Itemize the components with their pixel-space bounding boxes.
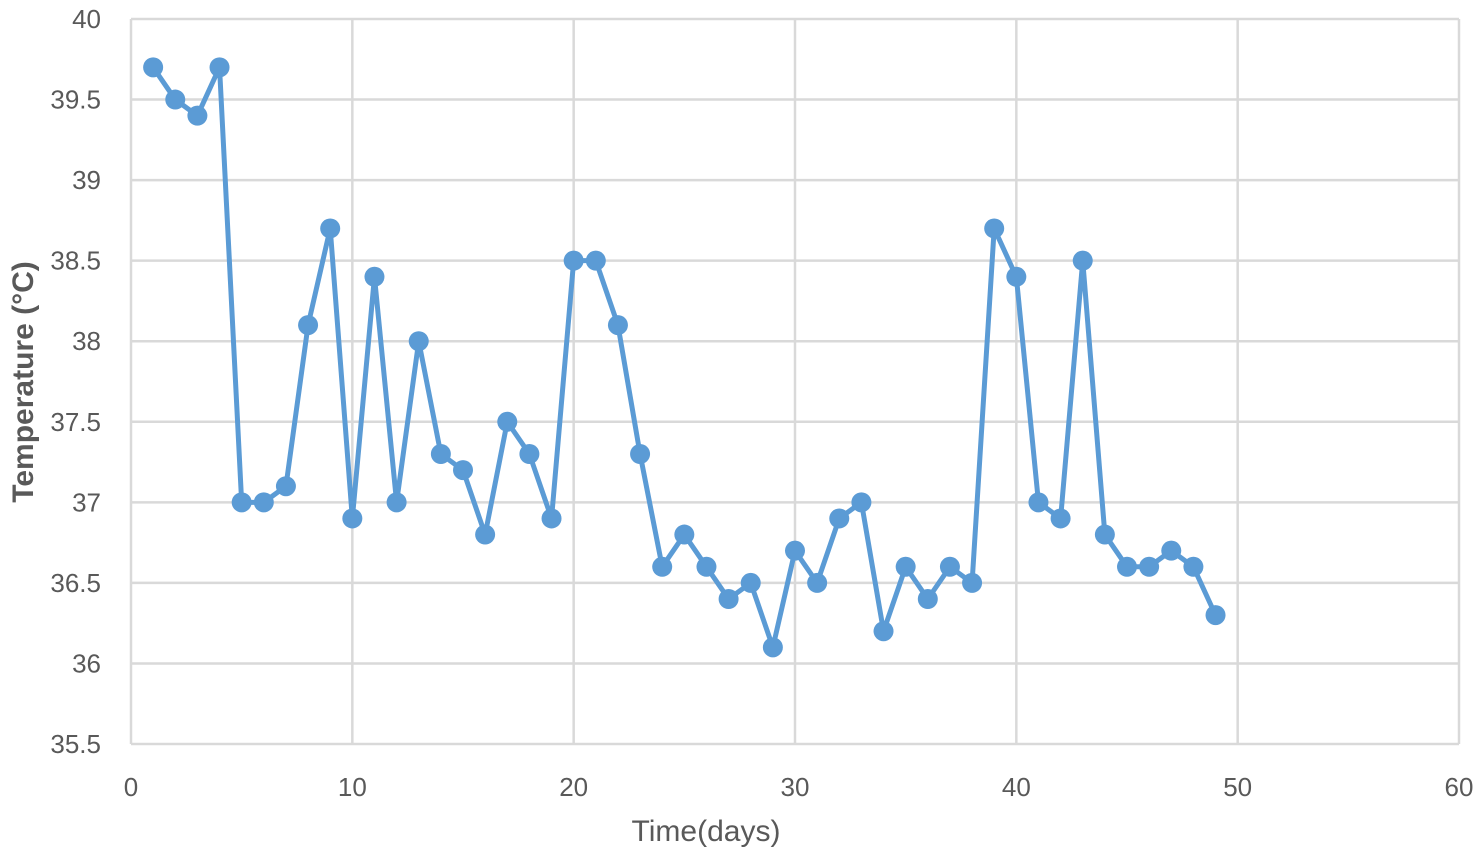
data-point [187, 105, 208, 126]
y-tick-label: 39 [72, 165, 101, 195]
data-point [519, 444, 540, 464]
data-point [541, 508, 562, 529]
data-point [851, 492, 872, 513]
data-point [563, 250, 584, 271]
data-point [807, 572, 828, 593]
data-point [143, 57, 164, 78]
data-point [718, 589, 739, 609]
y-tick-label: 36 [72, 648, 101, 678]
y-tick-label: 37.5 [50, 407, 101, 437]
data-point [1139, 556, 1160, 577]
data-point [1050, 508, 1071, 529]
data-point [1028, 492, 1049, 513]
y-axis-title: Temperature (°C) [7, 261, 40, 502]
data-point [873, 621, 894, 642]
x-tick-label: 50 [1223, 772, 1252, 802]
data-point [652, 556, 673, 577]
data-point [209, 57, 230, 78]
data-point [607, 315, 628, 336]
x-axis-title: Time(days) [632, 815, 781, 848]
data-point [430, 444, 451, 464]
y-tick-label: 35.5 [50, 729, 101, 759]
data-point [674, 524, 695, 545]
tick-label-layer: 35.5 36 36.5 37 37.5 38 38.5 39 39.5 40 0 10 20 30 40 5… [50, 4, 1473, 802]
data-point [497, 411, 518, 432]
data-point [585, 250, 606, 271]
data-point [275, 476, 296, 497]
series-layer [143, 57, 1226, 658]
data-point [829, 508, 850, 529]
data-point [895, 556, 916, 577]
y-tick-label: 38 [72, 326, 101, 356]
data-point [231, 492, 252, 513]
data-point [785, 540, 805, 561]
data-point [1117, 556, 1137, 577]
grid-layer [129, 17, 1461, 746]
data-point [1072, 250, 1093, 271]
data-point [762, 637, 783, 658]
series-line [151, 64, 1218, 650]
data-point [1094, 524, 1115, 545]
y-tick-label: 36.5 [50, 568, 101, 598]
data-point [342, 508, 363, 529]
y-tick-label: 37 [72, 487, 101, 517]
data-point [1205, 605, 1226, 626]
y-tick-label: 39.5 [50, 85, 101, 115]
data-point [917, 589, 938, 609]
data-point [475, 524, 496, 545]
data-point [962, 572, 983, 593]
y-tick-label: 38.5 [50, 246, 101, 276]
x-tick-label: 20 [559, 772, 588, 802]
y-tick-label: 40 [72, 4, 101, 34]
data-point [1183, 556, 1204, 577]
data-point [364, 266, 385, 287]
x-tick-label: 10 [338, 772, 367, 802]
data-point [453, 460, 473, 481]
data-point [165, 89, 186, 110]
data-point [253, 492, 274, 513]
data-point [386, 492, 407, 513]
data-point [696, 556, 717, 577]
x-tick-label: 40 [1002, 772, 1031, 802]
data-point [740, 572, 761, 593]
data-point [1006, 266, 1027, 287]
data-point [408, 331, 429, 352]
data-point [298, 315, 319, 336]
data-point [320, 218, 341, 239]
x-tick-label: 0 [124, 772, 138, 802]
x-tick-label: 30 [781, 772, 810, 802]
data-point [984, 218, 1005, 239]
data-point [630, 444, 651, 464]
x-tick-label: 60 [1445, 772, 1474, 802]
data-point [1161, 540, 1182, 561]
data-point [939, 556, 960, 577]
